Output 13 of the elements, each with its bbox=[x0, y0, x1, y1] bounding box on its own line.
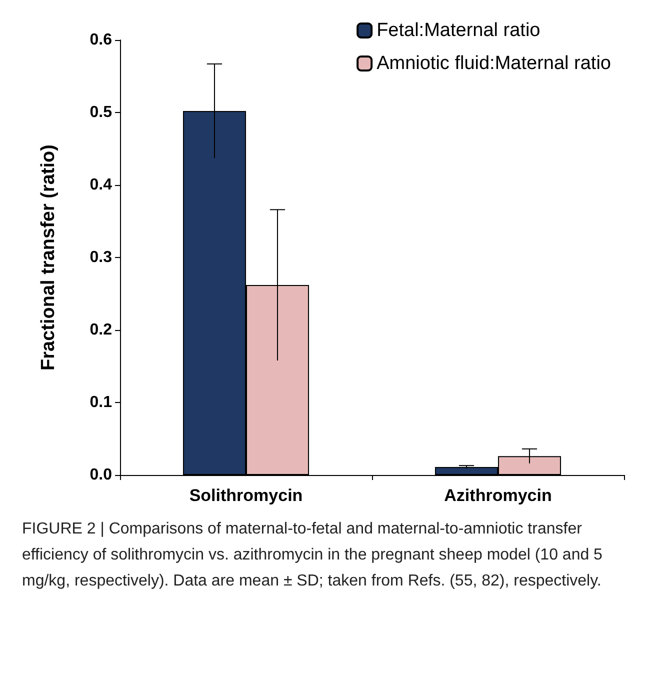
y-axis-title: Fractional transfer (ratio) bbox=[38, 144, 59, 370]
x-tick-label: Solithromycin bbox=[189, 486, 303, 505]
y-tick-label: 0.5 bbox=[90, 104, 112, 121]
y-tick-label: 0.1 bbox=[90, 394, 112, 411]
y-tick-label: 0.3 bbox=[90, 249, 112, 266]
y-tick-label: 0.6 bbox=[90, 32, 112, 48]
legend-label: Fetal:Maternal ratio bbox=[376, 20, 540, 41]
y-tick-label: 0.4 bbox=[90, 176, 112, 194]
legend-label: Amniotic fluid:Maternal ratio bbox=[376, 53, 612, 74]
y-tick-label: 0.2 bbox=[90, 322, 112, 338]
caption: FIGURE 2 | Comparisons of maternal-to-fetal and maternal-to-amniotic transfer efficiency of solithromycin vs. azithromycin in the pregnant sheep model (10 and 5 mg/kg, respectively). Data are mean ± SD; taken from Refs. (55, 82), respectively. bbox=[22, 520, 607, 590]
x-tick-label: Azithromycin bbox=[444, 486, 552, 505]
y-tick-label: 0.0 bbox=[90, 466, 112, 484]
